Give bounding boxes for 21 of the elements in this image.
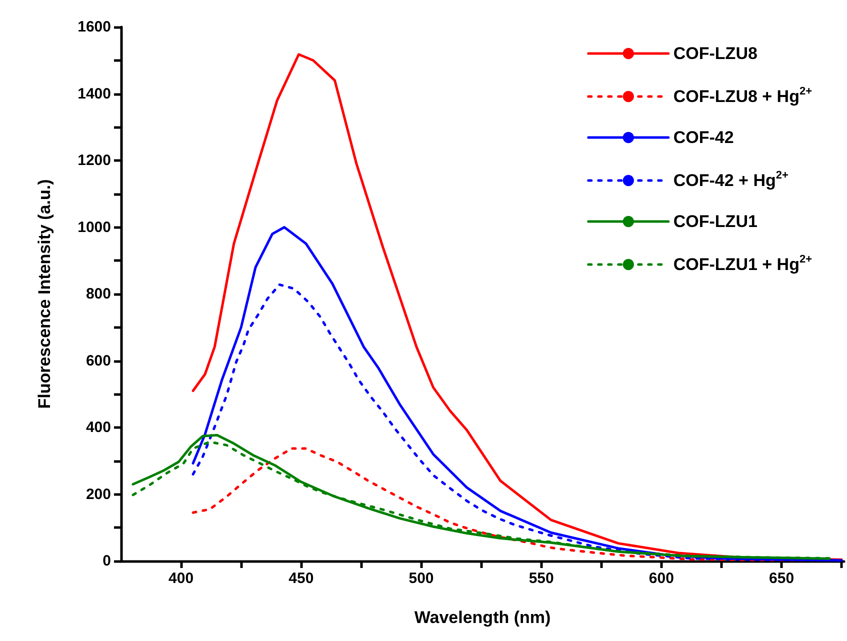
y-tick-label: 1400	[78, 85, 111, 102]
x-tick-label: 650	[769, 570, 794, 587]
x-tick-label: 600	[648, 570, 674, 587]
y-tick-label: 1200	[78, 152, 111, 169]
x-tick-label: 550	[528, 570, 554, 587]
x-axis-title: Wavelength (nm)	[414, 608, 551, 627]
y-tick-label: 0	[102, 552, 111, 570]
y-tick-label: 200	[86, 486, 111, 503]
x-tick-label: 450	[288, 570, 314, 587]
y-tick-label: 1000	[78, 218, 111, 236]
legend-label: COF-LZU1	[673, 212, 758, 231]
y-tick-label: 400	[86, 419, 111, 436]
y-tick-label: 800	[86, 286, 111, 302]
x-tick-label: 400	[168, 570, 194, 587]
line-series	[192, 226, 843, 562]
legend-label: COF-42	[673, 128, 734, 147]
x-tick-label: 500	[408, 570, 434, 587]
legend-label: COF-LZU8	[673, 44, 758, 63]
y-tick-label: 600	[86, 352, 111, 370]
y-axis-title: Fluorescence Intensity (a.u.)	[35, 179, 54, 409]
y-tick-label: 1600	[78, 18, 111, 36]
